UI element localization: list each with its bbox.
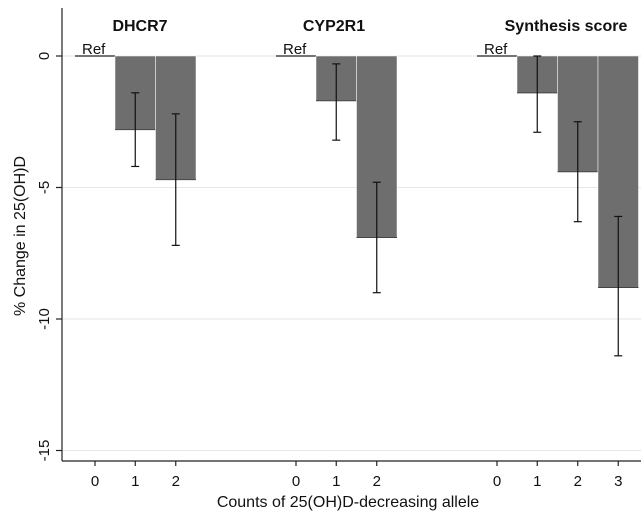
x-tick-label: 2 <box>373 473 381 490</box>
y-tick-label: -10 <box>36 308 53 330</box>
plot-area: 0 -5 -10 -15 DHCR7 Ref 0 1 2 CYP2R1 Ref 0 1 2 Synthesi… <box>36 8 641 490</box>
x-tick-label: 1 <box>332 473 340 490</box>
x-tick-label: 0 <box>292 473 300 490</box>
panel-title: Synthesis score <box>505 18 628 35</box>
x-tick-label: 0 <box>493 473 501 490</box>
ref-label: Ref <box>82 41 106 58</box>
x-tick-label: 1 <box>131 473 139 490</box>
ref-label: Ref <box>484 41 508 58</box>
x-tick-label: 1 <box>533 473 541 490</box>
y-tick-label: 0 <box>36 52 53 60</box>
x-tick-label: 3 <box>614 473 622 490</box>
x-tick-label: 2 <box>574 473 582 490</box>
y-tick-label: -15 <box>36 440 53 462</box>
x-tick-label: 2 <box>172 473 180 490</box>
panel-title: DHCR7 <box>112 18 167 35</box>
x-tick-label: 0 <box>91 473 99 490</box>
y-axis-title: % Change in 25(OH)D <box>12 156 29 316</box>
ref-label: Ref <box>283 41 307 58</box>
x-axis-title: Counts of 25(OH)D-decreasing allele <box>217 494 479 511</box>
y-tick-label: -5 <box>36 181 53 194</box>
panel-title: CYP2R1 <box>303 18 365 35</box>
